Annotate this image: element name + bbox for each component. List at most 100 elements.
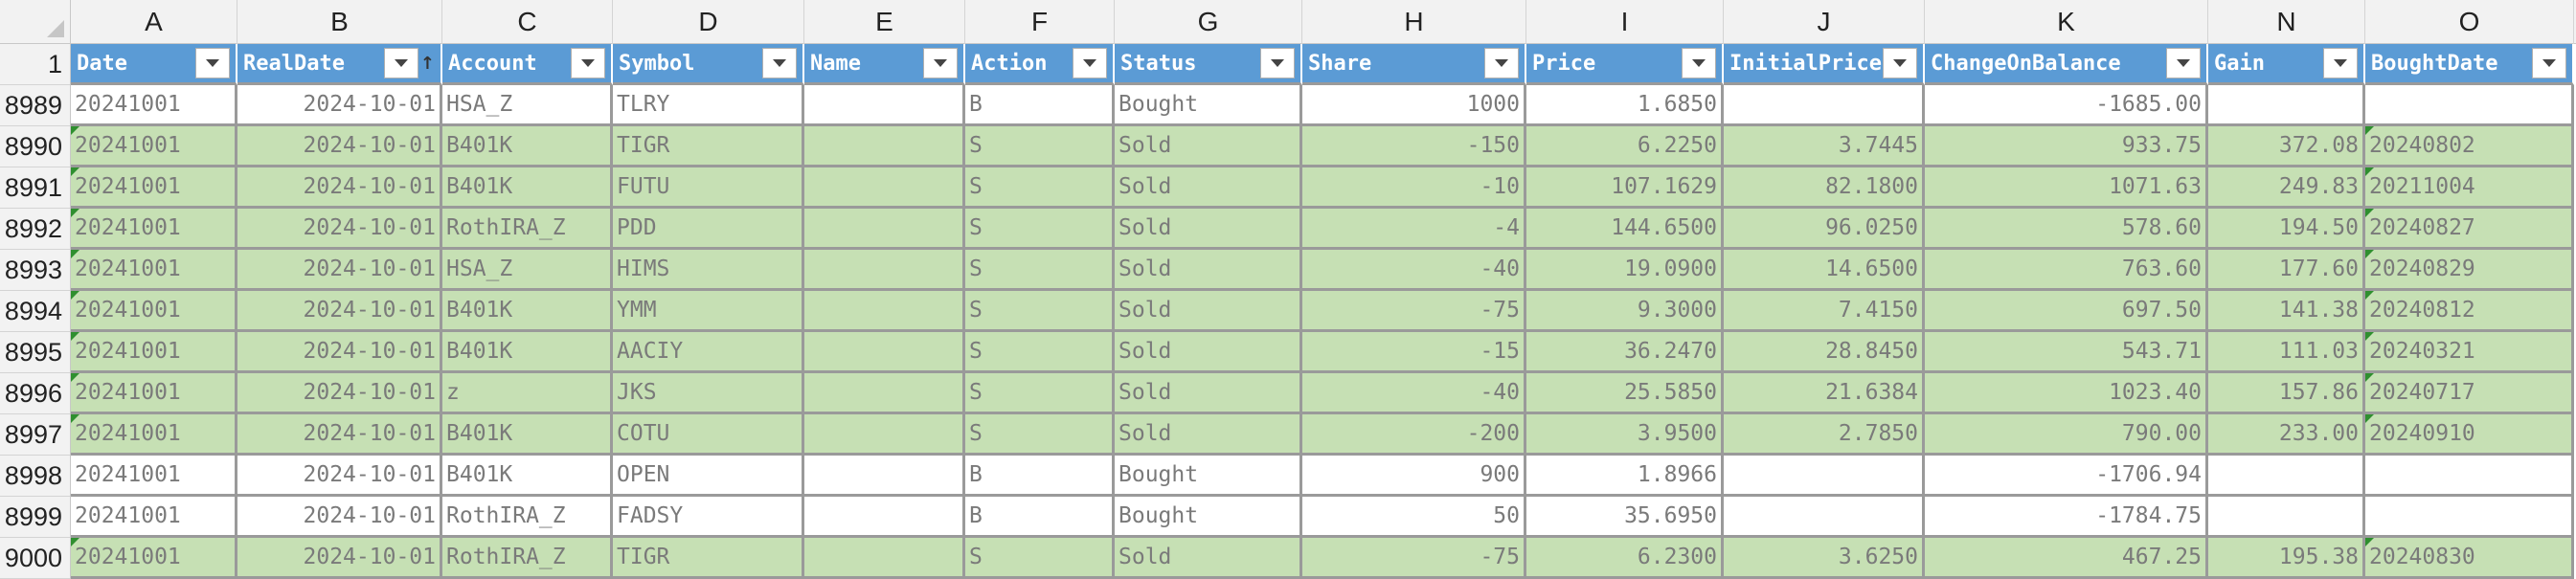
cell-status[interactable]: Sold: [1115, 291, 1302, 332]
cell-name[interactable]: [804, 332, 965, 373]
cell-share[interactable]: -200: [1302, 414, 1526, 456]
header-cell-name[interactable]: Name: [804, 44, 965, 85]
cell-initial-price[interactable]: [1724, 456, 1925, 497]
filter-dropdown-button[interactable]: [1484, 48, 1519, 78]
cell-initial-price[interactable]: 2.7850: [1724, 414, 1925, 456]
cell-action[interactable]: S: [965, 332, 1115, 373]
cell-share[interactable]: -75: [1302, 291, 1526, 332]
column-letter-b[interactable]: B: [237, 0, 442, 44]
column-letter-g[interactable]: G: [1115, 0, 1302, 44]
cell-status[interactable]: Sold: [1115, 373, 1302, 414]
cell-initial-price[interactable]: 28.8450: [1724, 332, 1925, 373]
filter-dropdown-button[interactable]: [762, 48, 797, 78]
select-all-corner[interactable]: [0, 0, 71, 44]
cell-date[interactable]: 20241001: [71, 497, 237, 538]
cell-account[interactable]: B401K: [442, 126, 613, 167]
cell-real-date[interactable]: 2024-10-01: [237, 456, 442, 497]
cell-price[interactable]: 144.6500: [1526, 209, 1724, 250]
cell-share[interactable]: 900: [1302, 456, 1526, 497]
cell-symbol[interactable]: TLRY: [613, 85, 804, 126]
cell-real-date[interactable]: 2024-10-01: [237, 250, 442, 291]
column-letter-d[interactable]: D: [613, 0, 804, 44]
cell-real-date[interactable]: 2024-10-01: [237, 167, 442, 209]
cell-share[interactable]: 1000: [1302, 85, 1526, 126]
header-cell-bought-date[interactable]: BoughtDate: [2365, 44, 2574, 85]
cell-price[interactable]: 6.2250: [1526, 126, 1724, 167]
cell-account[interactable]: B401K: [442, 414, 613, 456]
cell-symbol[interactable]: FADSY: [613, 497, 804, 538]
cell-symbol[interactable]: TIGR: [613, 126, 804, 167]
cell-account[interactable]: B401K: [442, 167, 613, 209]
cell-status[interactable]: Bought: [1115, 85, 1302, 126]
cell-bought-date[interactable]: [2365, 85, 2574, 126]
cell-share[interactable]: -40: [1302, 373, 1526, 414]
cell-share[interactable]: -75: [1302, 538, 1526, 579]
filter-dropdown-button[interactable]: [1682, 48, 1716, 78]
cell-initial-price[interactable]: 3.7445: [1724, 126, 1925, 167]
header-cell-real-date[interactable]: RealDate ↑: [237, 44, 442, 85]
cell-account[interactable]: B401K: [442, 291, 613, 332]
cell-status[interactable]: Bought: [1115, 497, 1302, 538]
cell-real-date[interactable]: 2024-10-01: [237, 373, 442, 414]
cell-date[interactable]: 20241001: [71, 538, 237, 579]
cell-action[interactable]: S: [965, 414, 1115, 456]
cell-gain[interactable]: [2208, 497, 2365, 538]
cell-bought-date[interactable]: [2365, 456, 2574, 497]
header-cell-share[interactable]: Share: [1302, 44, 1526, 85]
cell-real-date[interactable]: 2024-10-01: [237, 209, 442, 250]
cell-action[interactable]: S: [965, 126, 1115, 167]
cell-bought-date[interactable]: 20240827: [2365, 209, 2574, 250]
cell-gain[interactable]: [2208, 85, 2365, 126]
cell-account[interactable]: z: [442, 373, 613, 414]
cell-change-on-balance[interactable]: 467.25: [1925, 538, 2208, 579]
row-number[interactable]: 8995: [0, 332, 70, 373]
cell-change-on-balance[interactable]: -1706.94: [1925, 456, 2208, 497]
cell-date[interactable]: 20241001: [71, 456, 237, 497]
cell-change-on-balance[interactable]: 763.60: [1925, 250, 2208, 291]
cell-status[interactable]: Sold: [1115, 250, 1302, 291]
filter-dropdown-button[interactable]: [923, 48, 958, 78]
cell-status[interactable]: Sold: [1115, 538, 1302, 579]
cell-name[interactable]: [804, 85, 965, 126]
cell-symbol[interactable]: OPEN: [613, 456, 804, 497]
filter-dropdown-button[interactable]: [1260, 48, 1295, 78]
cell-date[interactable]: 20241001: [71, 85, 237, 126]
cell-price[interactable]: 107.1629: [1526, 167, 1724, 209]
cell-account[interactable]: HSA_Z: [442, 250, 613, 291]
cell-name[interactable]: [804, 414, 965, 456]
cell-gain[interactable]: 141.38: [2208, 291, 2365, 332]
header-cell-change-on-balance[interactable]: ChangeOnBalance: [1925, 44, 2208, 85]
cell-symbol[interactable]: JKS: [613, 373, 804, 414]
cell-date[interactable]: 20241001: [71, 291, 237, 332]
filter-dropdown-button[interactable]: [2532, 48, 2566, 78]
column-letter-f[interactable]: F: [965, 0, 1115, 44]
cell-status[interactable]: Sold: [1115, 126, 1302, 167]
cell-gain[interactable]: 177.60: [2208, 250, 2365, 291]
row-number[interactable]: 8997: [0, 414, 70, 456]
cell-real-date[interactable]: 2024-10-01: [237, 497, 442, 538]
column-letter-j[interactable]: J: [1724, 0, 1925, 44]
cell-share[interactable]: -10: [1302, 167, 1526, 209]
cell-account[interactable]: RothIRA_Z: [442, 538, 613, 579]
header-cell-gain[interactable]: Gain: [2208, 44, 2365, 85]
cell-name[interactable]: [804, 167, 965, 209]
cell-name[interactable]: [804, 250, 965, 291]
cell-gain[interactable]: 233.00: [2208, 414, 2365, 456]
cell-change-on-balance[interactable]: -1784.75: [1925, 497, 2208, 538]
cell-change-on-balance[interactable]: -1685.00: [1925, 85, 2208, 126]
cell-symbol[interactable]: HIMS: [613, 250, 804, 291]
cell-status[interactable]: Sold: [1115, 209, 1302, 250]
cell-real-date[interactable]: 2024-10-01: [237, 332, 442, 373]
cell-symbol[interactable]: YMM: [613, 291, 804, 332]
filter-dropdown-button[interactable]: [2323, 48, 2358, 78]
cell-bought-date[interactable]: 20240717: [2365, 373, 2574, 414]
cell-bought-date[interactable]: 20240830: [2365, 538, 2574, 579]
filter-dropdown-button[interactable]: [1883, 48, 1917, 78]
cell-status[interactable]: Sold: [1115, 167, 1302, 209]
row-number[interactable]: 8990: [0, 126, 70, 167]
filter-dropdown-button[interactable]: [383, 48, 418, 78]
column-letter-c[interactable]: C: [442, 0, 613, 44]
cell-name[interactable]: [804, 456, 965, 497]
cell-date[interactable]: 20241001: [71, 126, 237, 167]
